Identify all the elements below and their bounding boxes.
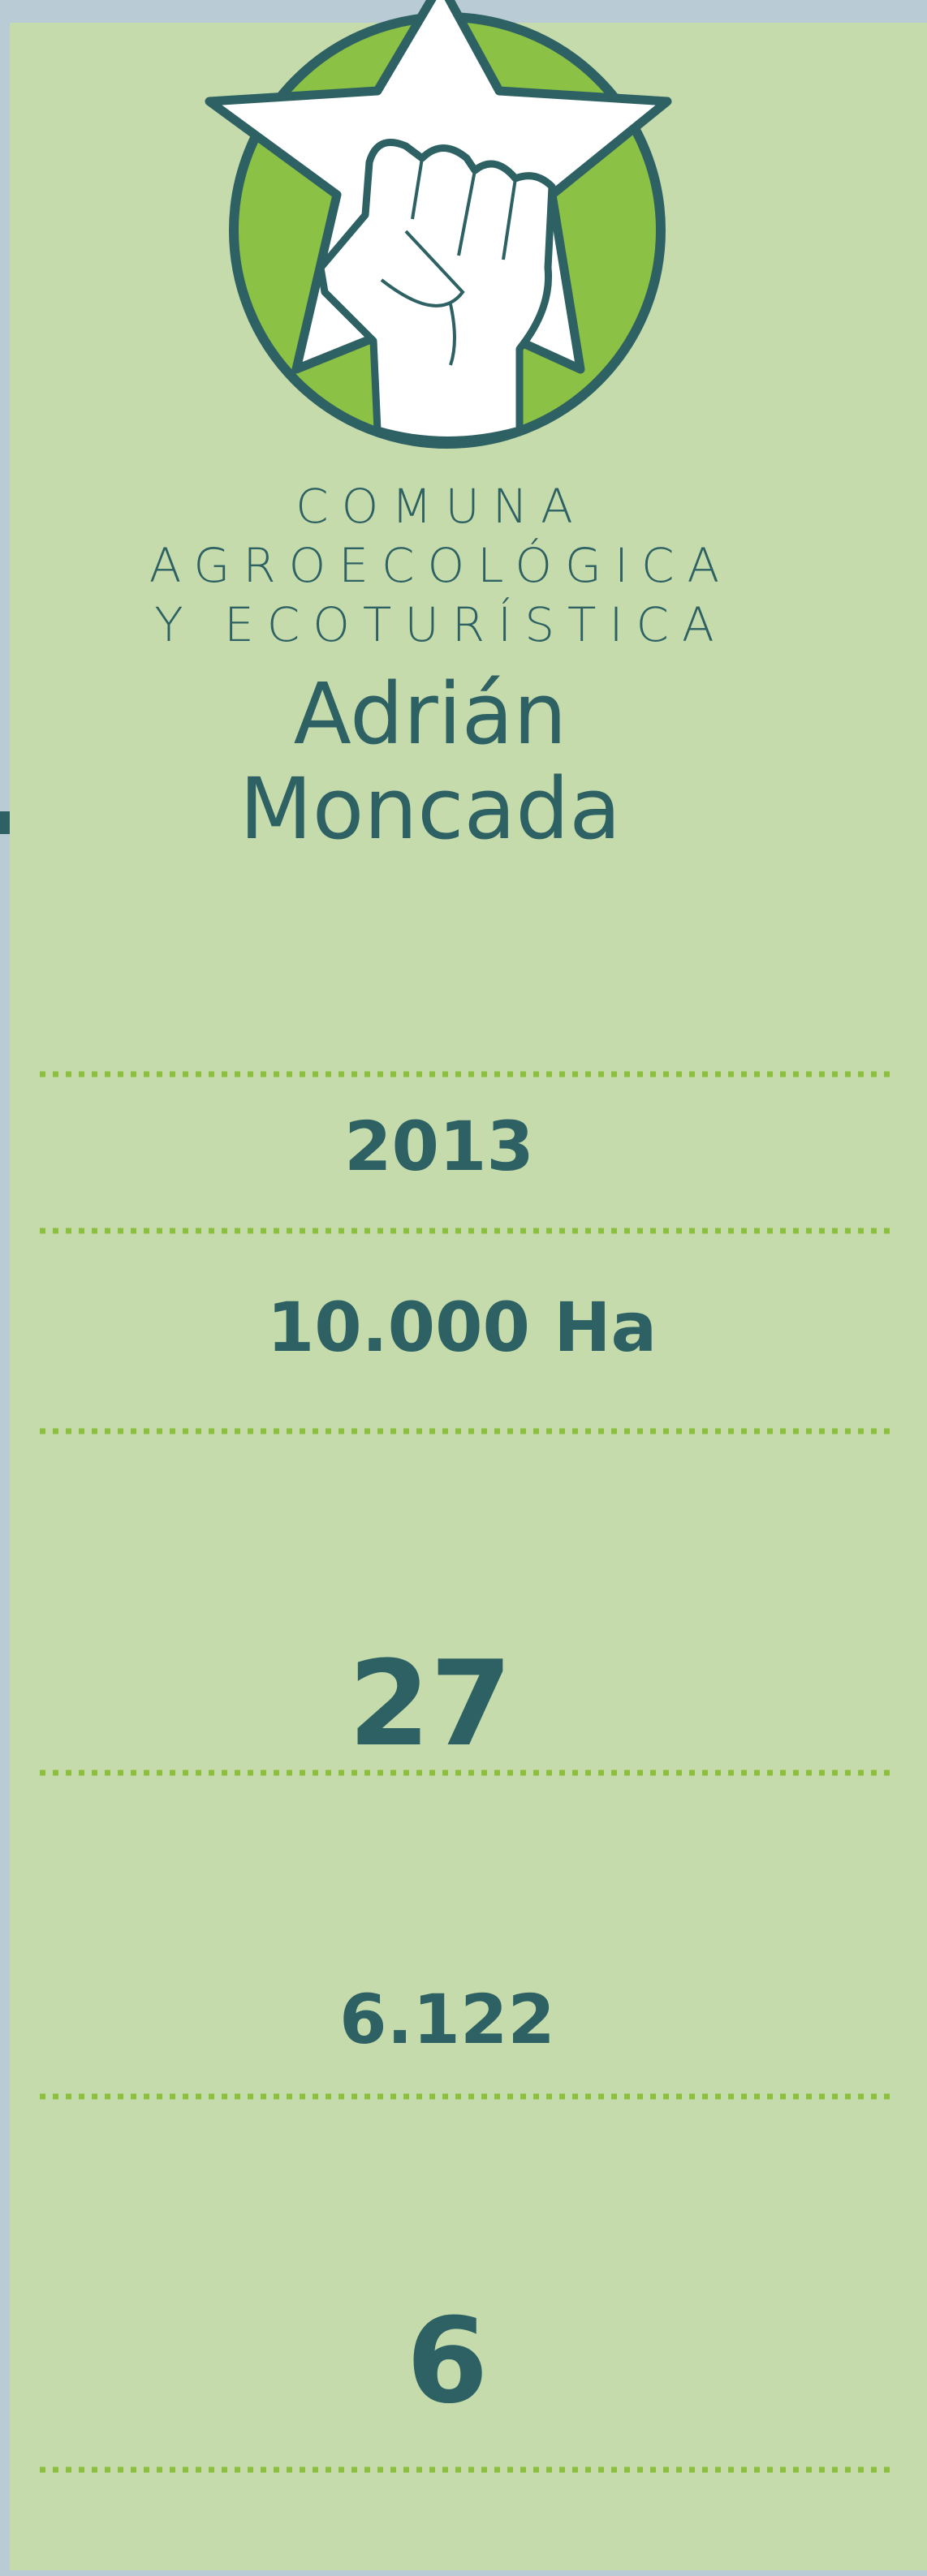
edge-mark [0, 811, 11, 834]
name-line: Adrián [294, 664, 567, 763]
subtitle-line: Y ECOTURÍSTICA [154, 596, 727, 652]
name-line: Moncada [239, 759, 621, 858]
stat: 10.000 Ha [267, 1288, 657, 1367]
subtitle-line: AGROECOLÓGICA [149, 537, 732, 593]
logo [205, 0, 672, 449]
subtitle-line: COMUNA [295, 479, 586, 534]
stat: 2013 [344, 1107, 534, 1186]
stat: 6.122 [339, 1980, 555, 2059]
stat: 6 [407, 2293, 489, 2430]
stat: 27 [348, 1636, 512, 1773]
